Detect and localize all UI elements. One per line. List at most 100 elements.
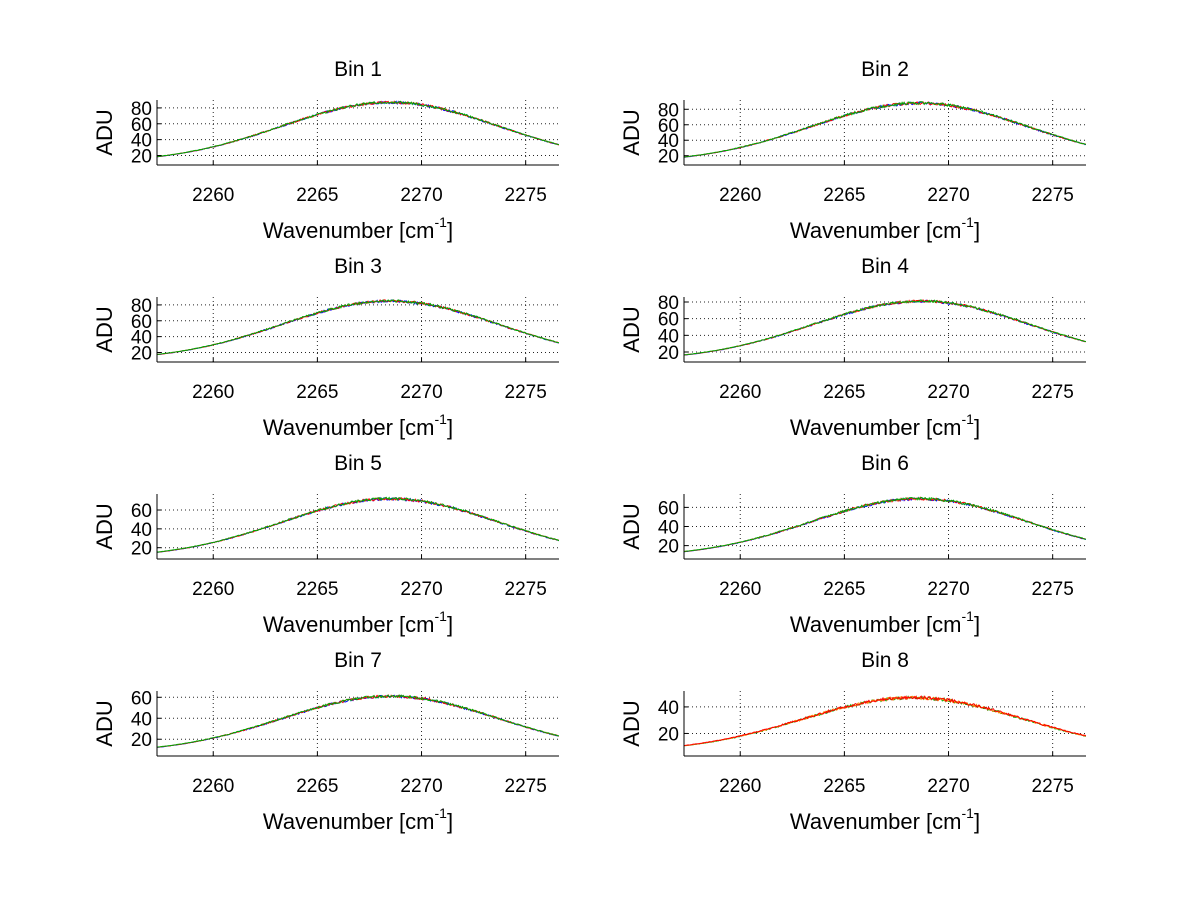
spectrum-series-line [157,299,559,356]
spectrum-series-line [157,496,559,553]
x-axis-label-bracket: ] [447,809,453,834]
x-tick-label: 2260 [719,185,761,206]
y-tick-label: 40 [658,698,679,719]
y-tick-label: 80 [658,293,679,314]
y-tick-label: 40 [131,709,152,730]
x-tick-label: 2275 [505,579,547,600]
y-axis-label: ADU [92,109,117,155]
y-tick-label: 60 [131,688,152,709]
x-tick-label: 2260 [719,382,761,403]
x-tick-label: 2260 [192,185,234,206]
x-tick-label: 2275 [505,185,547,206]
y-tick-label: 40 [658,131,679,152]
y-axis-label: ADU [92,700,117,746]
y-tick-label: 40 [131,520,152,541]
x-tick-label: 2275 [1032,382,1074,403]
spectrum-series-line [157,100,559,158]
y-axis-label: ADU [619,700,644,746]
spectrum-series-line [157,497,559,553]
x-tick-label: 2260 [192,579,234,600]
x-tick-label: 2270 [400,382,442,403]
plot-title: Bin 3 [334,255,382,278]
spectrum-series-line [157,299,559,356]
x-axis-label-superscript: -1 [962,608,975,624]
y-tick-label: 20 [658,724,679,745]
x-tick-label: 2265 [296,579,338,600]
x-axis-label: Wavenumber [cm-1] [263,411,453,440]
y-tick-label: 20 [658,147,679,168]
x-axis-label: Wavenumber [cm-1] [263,608,453,637]
x-axis-label-main: Wavenumber [cm [263,612,435,637]
y-axis-label: ADU [619,109,644,155]
y-axis-label: ADU [92,503,117,549]
x-axis-label-bracket: ] [974,218,980,243]
x-axis-label-superscript: -1 [435,214,448,230]
x-axis-label: Wavenumber [cm-1] [263,214,453,243]
x-axis-label-bracket: ] [447,218,453,243]
x-axis-label-bracket: ] [974,415,980,440]
y-axis-label: ADU [619,503,644,549]
x-tick-label: 2275 [1032,185,1074,206]
x-axis-label-bracket: ] [974,809,980,834]
y-tick-label: 80 [658,100,679,121]
plot-title: Bin 4 [861,255,909,278]
y-tick-label: 20 [131,539,152,560]
x-tick-label: 2265 [296,382,338,403]
y-tick-label: 60 [131,312,152,333]
x-axis-label-superscript: -1 [962,411,975,427]
x-axis-label: Wavenumber [cm-1] [263,805,453,834]
spectrum-series-line [157,299,559,356]
x-tick-label: 2260 [719,579,761,600]
x-tick-label: 2270 [400,185,442,206]
spectrum-series-line [684,299,1086,356]
y-tick-label: 20 [131,730,152,751]
x-axis-label: Wavenumber [cm-1] [790,214,980,243]
x-tick-label: 2265 [296,185,338,206]
spectrum-series-line [157,496,559,553]
x-axis-label-main: Wavenumber [cm [263,415,435,440]
x-tick-label: 2260 [192,382,234,403]
x-tick-label: 2270 [927,776,969,797]
x-axis-label-superscript: -1 [962,214,975,230]
x-axis-label-superscript: -1 [435,805,448,821]
x-axis-label: Wavenumber [cm-1] [790,608,980,637]
spectrum-series-line [157,694,559,748]
x-tick-label: 2260 [192,776,234,797]
y-tick-label: 20 [658,343,679,364]
spectrum-series-line [684,101,1086,158]
x-axis-label-superscript: -1 [435,411,448,427]
plot-title: Bin 5 [334,452,382,475]
x-tick-label: 2270 [927,382,969,403]
spectrum-series-line [684,101,1086,158]
x-axis-label: Wavenumber [cm-1] [790,805,980,834]
x-axis-label-main: Wavenumber [cm [790,415,962,440]
spectrum-series-line [157,100,559,158]
y-tick-label: 60 [658,310,679,331]
x-axis-label-main: Wavenumber [cm [790,612,962,637]
y-tick-label: 40 [131,328,152,349]
x-tick-label: 2275 [1032,776,1074,797]
plot-title: Bin 1 [334,58,382,81]
x-tick-label: 2265 [823,185,865,206]
plot-title: Bin 2 [861,58,909,81]
plot-title: Bin 8 [861,649,909,672]
x-tick-label: 2265 [823,776,865,797]
y-tick-label: 20 [131,146,152,167]
y-tick-label: 60 [131,115,152,136]
x-tick-label: 2270 [927,579,969,600]
x-axis-label-main: Wavenumber [cm [263,809,435,834]
x-tick-label: 2270 [400,579,442,600]
x-axis-label-superscript: -1 [435,608,448,624]
subplot-8: Bin 8 2260 2265 2270 2275 20 40 ADU Wavenumber [… [619,649,1086,834]
plot-title: Bin 6 [861,452,909,475]
y-tick-label: 20 [131,343,152,364]
y-tick-label: 40 [658,518,679,539]
x-tick-label: 2265 [296,776,338,797]
y-tick-label: 40 [658,326,679,347]
spectrum-series-line [157,100,559,158]
x-axis-label-superscript: -1 [962,805,975,821]
